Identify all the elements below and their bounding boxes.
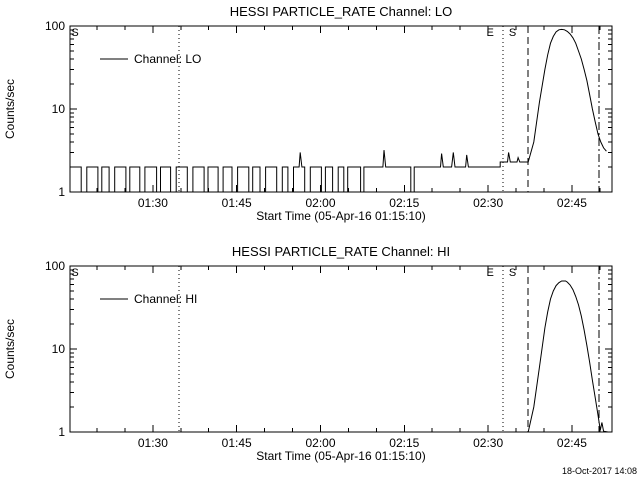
x-tick-label: 01:30 xyxy=(138,436,168,450)
y-tick-label: 100 xyxy=(45,259,65,273)
plot-frame xyxy=(69,265,613,433)
y-tick-label: 100 xyxy=(45,19,65,33)
y-tick-label: 10 xyxy=(52,102,66,116)
x-tick-label: 02:45 xyxy=(557,436,587,450)
x-tick-label: 01:45 xyxy=(222,196,252,210)
legend-label: Channel: HI xyxy=(134,292,197,306)
series-channel-lo xyxy=(70,28,607,193)
x-tick-label: 02:00 xyxy=(305,436,335,450)
x-axis-label: Start Time (05-Apr-16 01:15:10) xyxy=(256,209,425,223)
x-tick-label: 01:45 xyxy=(222,436,252,450)
x-tick-label: 02:15 xyxy=(389,436,419,450)
flag-label-e: E xyxy=(487,267,494,279)
flag-label-s: S xyxy=(509,267,516,279)
x-tick-label: 02:30 xyxy=(473,196,503,210)
chart-title: HESSI PARTICLE_RATE Channel: LO xyxy=(230,4,453,19)
flag-label-s: S xyxy=(71,267,78,279)
x-axis-label: Start Time (05-Apr-16 01:15:10) xyxy=(256,449,425,463)
flag-label-s: S xyxy=(509,27,516,39)
flag-label-s: S xyxy=(71,27,78,39)
y-tick-label: 1 xyxy=(58,185,65,199)
chart-particle-rate-lo: HESSI PARTICLE_RATE Channel: LO Start Tim… xyxy=(3,4,613,223)
legend-label: Channel: LO xyxy=(134,52,201,66)
y-tick-label: 10 xyxy=(52,342,66,356)
y-axis-label: Counts/sec xyxy=(3,79,17,139)
x-tick-label: 02:45 xyxy=(557,196,587,210)
plot-datestamp: 18-Oct-2017 14:08 xyxy=(561,466,637,476)
flag-label-e: E xyxy=(487,27,494,39)
y-axis-label: Counts/sec xyxy=(3,319,17,379)
x-tick-label: 02:00 xyxy=(305,196,335,210)
x-tick-label: 02:15 xyxy=(389,196,419,210)
y-tick-label: 1 xyxy=(58,425,65,439)
series-channel-hi xyxy=(70,280,609,433)
x-tick-label: 01:30 xyxy=(138,196,168,210)
chart-title: HESSI PARTICLE_RATE Channel: HI xyxy=(232,244,450,259)
chart-particle-rate-hi: HESSI PARTICLE_RATE Channel: HI Start Tim… xyxy=(3,244,613,463)
x-tick-label: 02:30 xyxy=(473,436,503,450)
